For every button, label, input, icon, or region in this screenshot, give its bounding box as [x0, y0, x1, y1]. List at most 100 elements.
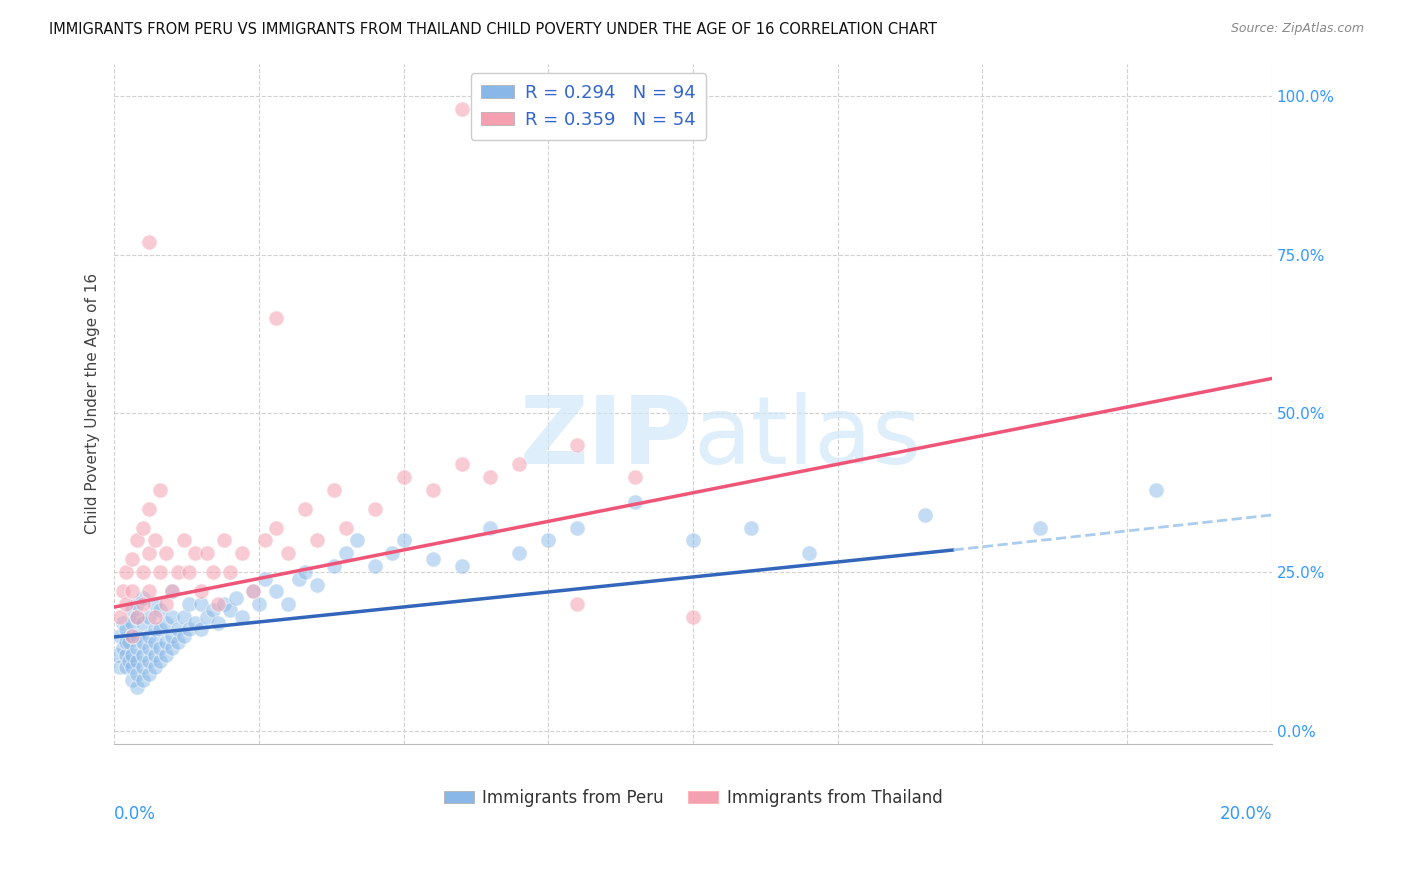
Point — [149, 603, 172, 617]
Point — [305, 533, 328, 548]
Point — [264, 311, 287, 326]
Point — [132, 660, 155, 674]
Point — [1029, 521, 1052, 535]
Point — [323, 558, 346, 573]
Point — [508, 457, 530, 471]
Point — [132, 591, 155, 605]
Text: IMMIGRANTS FROM PERU VS IMMIGRANTS FROM THAILAND CHILD POVERTY UNDER THE AGE OF : IMMIGRANTS FROM PERU VS IMMIGRANTS FROM … — [49, 22, 938, 37]
Point — [190, 584, 212, 599]
Point — [149, 483, 172, 497]
Point — [127, 641, 149, 656]
Point — [537, 533, 560, 548]
Point — [127, 609, 149, 624]
Point — [184, 615, 207, 630]
Point — [450, 457, 472, 471]
Point — [138, 666, 160, 681]
Point — [114, 623, 136, 637]
Point — [114, 597, 136, 611]
Point — [160, 584, 183, 599]
Point — [277, 546, 299, 560]
Point — [143, 635, 166, 649]
Point — [277, 597, 299, 611]
Point — [127, 609, 149, 624]
Point — [323, 483, 346, 497]
Point — [294, 501, 316, 516]
Point — [138, 609, 160, 624]
Point — [242, 584, 264, 599]
Point — [143, 660, 166, 674]
Point — [127, 680, 149, 694]
Point — [138, 584, 160, 599]
Point — [392, 470, 415, 484]
Point — [127, 533, 149, 548]
Point — [121, 584, 143, 599]
Point — [219, 603, 242, 617]
Point — [567, 438, 589, 452]
Point — [127, 654, 149, 668]
Point — [114, 635, 136, 649]
Text: atlas: atlas — [693, 392, 921, 483]
Legend: Immigrants from Peru, Immigrants from Thailand: Immigrants from Peru, Immigrants from Th… — [437, 782, 949, 814]
Point — [264, 584, 287, 599]
Text: 0.0%: 0.0% — [114, 805, 156, 822]
Point — [138, 654, 160, 668]
Point — [231, 609, 253, 624]
Point — [160, 609, 183, 624]
Point — [914, 508, 936, 522]
Point — [346, 533, 368, 548]
Point — [132, 635, 155, 649]
Point — [108, 660, 131, 674]
Point — [167, 635, 190, 649]
Point — [108, 609, 131, 624]
Point — [155, 546, 177, 560]
Point — [682, 609, 704, 624]
Point — [253, 533, 276, 548]
Point — [127, 666, 149, 681]
Point — [450, 102, 472, 116]
Point — [508, 546, 530, 560]
Point — [143, 533, 166, 548]
Text: Source: ZipAtlas.com: Source: ZipAtlas.com — [1230, 22, 1364, 36]
Point — [305, 578, 328, 592]
Point — [190, 597, 212, 611]
Point — [143, 597, 166, 611]
Point — [155, 635, 177, 649]
Point — [179, 565, 201, 579]
Point — [422, 552, 444, 566]
Point — [149, 623, 172, 637]
Point — [184, 546, 207, 560]
Point — [127, 629, 149, 643]
Point — [190, 623, 212, 637]
Point — [212, 533, 235, 548]
Point — [108, 629, 131, 643]
Point — [363, 558, 385, 573]
Point — [682, 533, 704, 548]
Point — [132, 565, 155, 579]
Point — [624, 495, 647, 509]
Point — [179, 597, 201, 611]
Point — [195, 609, 218, 624]
Point — [422, 483, 444, 497]
Point — [155, 648, 177, 662]
Point — [155, 615, 177, 630]
Point — [114, 648, 136, 662]
Point — [121, 629, 143, 643]
Point — [143, 609, 166, 624]
Point — [138, 629, 160, 643]
Point — [225, 591, 247, 605]
Point — [149, 654, 172, 668]
Point — [121, 673, 143, 687]
Point — [624, 470, 647, 484]
Point — [288, 572, 311, 586]
Point — [143, 648, 166, 662]
Point — [740, 521, 762, 535]
Point — [479, 521, 502, 535]
Point — [212, 597, 235, 611]
Point — [167, 623, 190, 637]
Point — [247, 597, 270, 611]
Point — [111, 584, 134, 599]
Point — [207, 615, 229, 630]
Point — [173, 533, 195, 548]
Point — [132, 673, 155, 687]
Point — [132, 615, 155, 630]
